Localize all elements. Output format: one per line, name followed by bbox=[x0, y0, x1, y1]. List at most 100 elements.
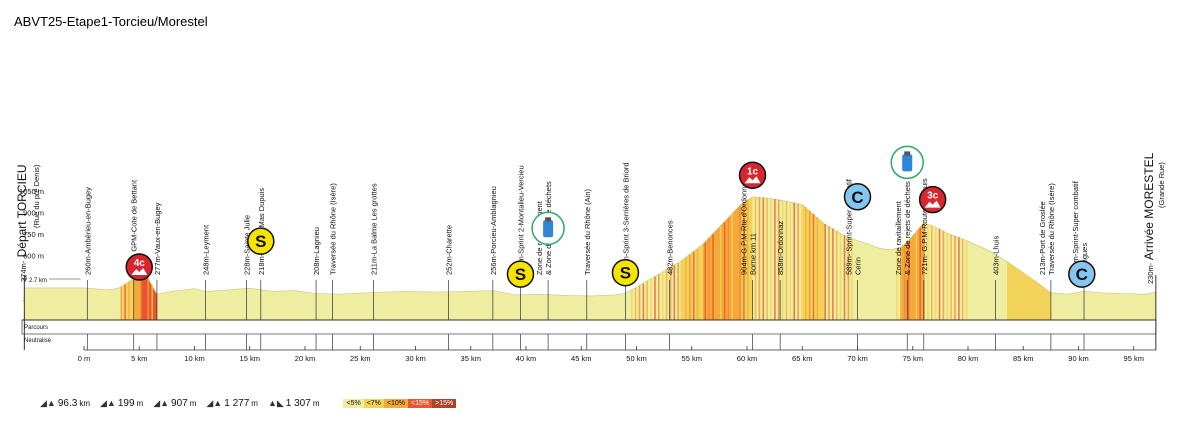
mountain-icon bbox=[744, 176, 761, 184]
neutral-distance-bg bbox=[27, 275, 49, 283]
distance-tick-label: 25 km bbox=[350, 354, 370, 363]
distance-tick-label: 35 km bbox=[461, 354, 481, 363]
slope-stripe bbox=[965, 240, 968, 320]
min-altitude-icon: ◢▲ bbox=[99, 398, 116, 408]
slope-stripe bbox=[685, 257, 687, 320]
slope-stripe bbox=[915, 232, 918, 320]
waypoint-label: 248m-Leyment bbox=[202, 224, 211, 275]
slope-stripe bbox=[124, 284, 126, 320]
profile-fill bbox=[24, 196, 1157, 321]
slope-stripe bbox=[828, 226, 830, 320]
slope-stripe bbox=[777, 199, 780, 320]
waypoint-label: Traversée du Rhône (Isère) bbox=[1047, 183, 1056, 275]
slope-stripe bbox=[789, 201, 792, 320]
slope-stripe bbox=[919, 227, 921, 320]
combat-icon: C bbox=[1076, 265, 1088, 284]
slope-stripe bbox=[712, 234, 714, 320]
slope-stripe bbox=[696, 248, 699, 320]
distance-tick-label: 30 km bbox=[405, 354, 425, 363]
neutral-label: Neutralisé bbox=[24, 338, 52, 344]
distance-tick-label: 50 km bbox=[626, 354, 646, 363]
slope-legend-item: <7% bbox=[363, 399, 384, 408]
distance-tick-label: 60 km bbox=[737, 354, 757, 363]
distance-tick-label: 95 km bbox=[1124, 354, 1144, 363]
slope-legend-item: <10% bbox=[383, 399, 409, 408]
waypoint-label: Brangues bbox=[1080, 243, 1089, 275]
slope-legend-item: <15% bbox=[408, 399, 433, 408]
slope-stripe bbox=[716, 230, 718, 320]
slope-stripe bbox=[708, 238, 710, 320]
slope-stripe bbox=[673, 265, 676, 320]
stat-distance: ◢▲ 96.3 km bbox=[40, 398, 90, 409]
altitude-tick-label: 750 m bbox=[23, 230, 44, 239]
slope-stripe bbox=[793, 202, 795, 320]
distance-tick-label: 0 m bbox=[78, 354, 91, 363]
waypoint-label: 403m-Lhuis bbox=[992, 236, 1001, 275]
distance-icon: ◢▲ bbox=[40, 398, 56, 408]
slope-legend-item: <5% bbox=[343, 399, 364, 408]
slope-stripe bbox=[785, 201, 788, 320]
slope-stripe bbox=[731, 214, 734, 320]
start-alt: 274m- bbox=[19, 260, 28, 282]
distance-axis: Parcours Neutralisé 2.7 km 0 m 5 km 10 km 15 k… bbox=[21, 275, 1157, 363]
distance-tick-label: 70 km bbox=[847, 354, 867, 363]
stats-bar: ◢▲ 96.3 km ◢▲ 199 m ◢▲ 907 m ◢▲ 1 277 m … bbox=[40, 398, 457, 409]
stat-unit: m bbox=[136, 399, 144, 408]
slope-stripe bbox=[139, 271, 142, 320]
slope-stripe bbox=[128, 282, 130, 320]
slope-stripe bbox=[923, 223, 925, 320]
waypoint-label: 226m-Sprint-Super combatif bbox=[1071, 180, 1080, 275]
neutral-band bbox=[21, 319, 1157, 335]
stat-ascent: ◢▲ 1 277 m bbox=[206, 398, 258, 409]
slope-stripe bbox=[735, 210, 737, 320]
slope-stripe bbox=[942, 230, 945, 320]
slope-stripe bbox=[907, 241, 910, 320]
stat-max-altitude: ◢▲ 907 m bbox=[153, 398, 196, 409]
slope-stripe bbox=[147, 277, 150, 320]
slope-stripe bbox=[723, 222, 726, 320]
distance-tick-label: 55 km bbox=[682, 354, 702, 363]
slope-stripe bbox=[642, 283, 645, 320]
stat-value: 96.3 bbox=[57, 398, 78, 409]
slope-stripe bbox=[750, 197, 753, 320]
waypoint-label: Traversée du Rhône (Ain) bbox=[583, 188, 592, 275]
finish-sublabel: (Grande Rue) bbox=[1157, 162, 1166, 208]
stat-value: 907 bbox=[171, 398, 188, 409]
waypoint-label: 213m-Port de Groslée bbox=[1038, 201, 1047, 275]
waypoint-label: 211m-La Balme Les grottes bbox=[370, 183, 379, 275]
slope-stripe bbox=[700, 245, 703, 320]
slope-stripe bbox=[950, 234, 952, 320]
altitude-tick-label: 600 m bbox=[23, 252, 44, 261]
finish-name: Arrivée MORESTEL bbox=[1142, 152, 1156, 262]
waypoint-label: Traversée du Rhône (Isère) bbox=[329, 183, 338, 275]
slope-stripe bbox=[669, 267, 672, 320]
slope-stripe bbox=[847, 237, 850, 320]
waypoint-label: 721m- G.P.M-Route de Lhuis bbox=[920, 178, 929, 275]
sprint-badge bbox=[506, 260, 535, 288]
slope-stripe bbox=[911, 237, 914, 320]
slope-stripe bbox=[946, 232, 949, 320]
waypoint-label: Borne km 11 bbox=[749, 233, 758, 275]
slope-stripe bbox=[816, 217, 819, 320]
sprint-badge bbox=[611, 258, 640, 287]
start-sublabel: (Rue du pré Denis) bbox=[32, 164, 41, 228]
page-title: ABVT25-Etape1-Torcieu/Morestel bbox=[14, 14, 208, 29]
slope-legend: <5% <7% <10% <15% >15% bbox=[343, 399, 457, 408]
waypoint-label: 256m-Porcieu-Amblagnieu bbox=[489, 186, 498, 275]
water-bottle-icon bbox=[543, 220, 554, 238]
neutral-distance-label: 2.7 km bbox=[29, 278, 47, 284]
distance-tick-label: 90 km bbox=[1068, 354, 1088, 363]
stat-unit: m bbox=[251, 399, 258, 408]
slope-stripe bbox=[689, 254, 691, 320]
slope-stripe bbox=[801, 204, 803, 320]
slope-stripe bbox=[743, 202, 745, 320]
slope-stripe bbox=[758, 197, 761, 320]
distance-tick-label: 40 km bbox=[516, 354, 536, 363]
slope-stripe bbox=[812, 213, 815, 320]
waypoint-label: 260m-Ambérieu-en-Bugey bbox=[83, 187, 92, 275]
waypoint-label: 482m-Benonces bbox=[666, 220, 675, 275]
slope-stripe bbox=[839, 233, 842, 320]
stat-value: 199 bbox=[117, 398, 135, 409]
slope-stripe bbox=[638, 285, 641, 320]
mountain-category: 1c bbox=[747, 166, 759, 177]
